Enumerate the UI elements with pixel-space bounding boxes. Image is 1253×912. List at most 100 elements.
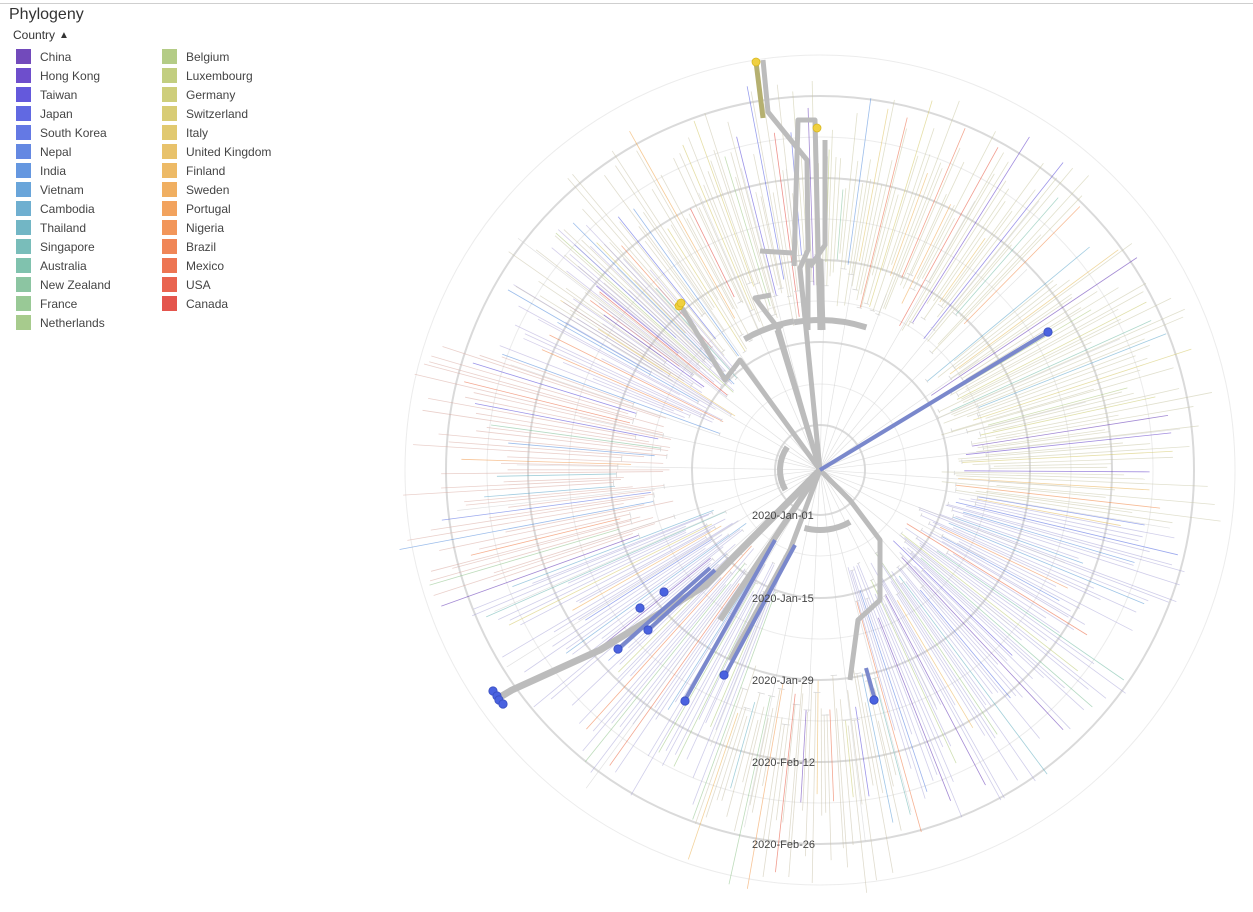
faded-branch bbox=[957, 443, 1151, 460]
faded-branch bbox=[943, 344, 1150, 424]
legend-item[interactable]: India bbox=[16, 161, 111, 180]
faded-connector bbox=[909, 320, 915, 325]
phylogeny-tree[interactable]: 2020-Jan-01 2020-Jan-15 2020-Jan-29 2020-Fe… bbox=[380, 40, 1253, 900]
faded-branch bbox=[473, 392, 664, 436]
faded-connector bbox=[854, 672, 862, 675]
legend-item[interactable]: United Kingdom bbox=[162, 142, 271, 161]
faded-branch bbox=[847, 98, 872, 265]
faded-spoke bbox=[823, 359, 979, 468]
legend-item[interactable]: Luxembourg bbox=[162, 66, 271, 85]
selected-branch bbox=[760, 59, 823, 471]
faded-branch bbox=[728, 695, 771, 885]
time-ring bbox=[691, 341, 949, 599]
faded-branch bbox=[586, 545, 752, 730]
faded-branch bbox=[441, 534, 640, 607]
selected-branch bbox=[777, 445, 790, 492]
faded-branch bbox=[633, 208, 739, 357]
faded-branch bbox=[885, 594, 986, 786]
legend-item[interactable]: Switzerland bbox=[162, 104, 271, 123]
legend-item[interactable]: Mexico bbox=[162, 256, 271, 275]
legend-item[interactable]: Germany bbox=[162, 85, 271, 104]
faded-branch bbox=[993, 463, 1112, 467]
legend-item[interactable]: Finland bbox=[162, 161, 271, 180]
faded-connector bbox=[920, 527, 923, 532]
faded-spoke bbox=[808, 474, 821, 713]
faded-branch bbox=[946, 552, 1047, 619]
faded-branch bbox=[710, 160, 764, 310]
legend-item[interactable]: Belgium bbox=[162, 47, 271, 66]
legend-item[interactable]: South Korea bbox=[16, 123, 111, 142]
faded-connector bbox=[739, 333, 744, 337]
faded-branch bbox=[904, 541, 1022, 641]
faded-branch bbox=[590, 245, 733, 385]
faded-branch bbox=[576, 318, 732, 416]
legend-item[interactable]: New Zealand bbox=[16, 275, 111, 294]
legend-item[interactable]: Hong Kong bbox=[16, 66, 111, 85]
legend-toggle[interactable]: Country ▲ bbox=[13, 28, 69, 42]
faded-branch bbox=[486, 427, 669, 452]
faded-branch bbox=[518, 305, 708, 409]
legend-item[interactable]: China bbox=[16, 47, 111, 66]
faded-connector bbox=[906, 272, 914, 277]
faded-branch bbox=[507, 456, 664, 464]
faded-branch bbox=[951, 316, 1184, 416]
faded-connector bbox=[979, 431, 982, 437]
faded-connector bbox=[632, 417, 635, 425]
faded-branch bbox=[883, 162, 942, 309]
faded-connector bbox=[719, 384, 724, 388]
faded-connector bbox=[743, 706, 751, 710]
faded-branch bbox=[844, 160, 859, 270]
legend-item[interactable]: Canada bbox=[162, 294, 271, 313]
faded-branch bbox=[961, 318, 1121, 400]
legend-item[interactable]: Vietnam bbox=[16, 180, 111, 199]
legend-item[interactable]: Portugal bbox=[162, 199, 271, 218]
legend-item[interactable]: Sweden bbox=[162, 180, 271, 199]
faded-branch bbox=[952, 516, 1084, 564]
legend-item[interactable]: Nigeria bbox=[162, 218, 271, 237]
faded-connector bbox=[720, 418, 723, 423]
faded-connector bbox=[976, 412, 980, 418]
faded-branch bbox=[977, 392, 1213, 440]
faded-branch bbox=[940, 210, 1013, 307]
legend-item[interactable]: Thailand bbox=[16, 218, 111, 237]
faded-connector bbox=[702, 357, 707, 362]
faded-branch bbox=[911, 552, 1085, 711]
faded-spoke bbox=[562, 471, 816, 552]
legend-item[interactable]: France bbox=[16, 294, 111, 313]
legend-item[interactable]: Italy bbox=[162, 123, 271, 142]
faded-branch bbox=[914, 565, 1008, 661]
faded-branch bbox=[995, 414, 1119, 439]
faded-branch bbox=[464, 486, 633, 503]
legend-swatch bbox=[162, 144, 177, 159]
legend-item[interactable]: Japan bbox=[16, 104, 111, 123]
faded-branch bbox=[876, 590, 952, 747]
faded-branch bbox=[855, 99, 895, 290]
faded-branch bbox=[877, 720, 894, 787]
faded-branch bbox=[986, 490, 1221, 522]
faded-branch bbox=[782, 704, 796, 823]
legend-item[interactable]: Netherlands bbox=[16, 313, 111, 332]
legend-item[interactable]: Cambodia bbox=[16, 199, 111, 218]
faded-branch bbox=[433, 523, 656, 596]
faded-branch bbox=[472, 525, 687, 617]
legend-item[interactable]: Nepal bbox=[16, 142, 111, 161]
faded-branch bbox=[919, 509, 1149, 602]
faded-connector bbox=[729, 571, 734, 575]
legend-item[interactable]: Brazil bbox=[162, 237, 271, 256]
legend-item[interactable]: Singapore bbox=[16, 237, 111, 256]
legend-item[interactable]: Australia bbox=[16, 256, 111, 275]
faded-branch bbox=[856, 600, 922, 833]
faded-branch bbox=[649, 269, 737, 372]
legend-item-label: Mexico bbox=[186, 258, 225, 273]
faded-branch bbox=[572, 174, 725, 356]
legend-item-label: Hong Kong bbox=[40, 68, 101, 83]
faded-branch bbox=[985, 369, 1141, 419]
legend-item[interactable]: USA bbox=[162, 275, 271, 294]
faded-branch bbox=[920, 557, 1093, 708]
faded-branch bbox=[566, 270, 728, 398]
faded-branch bbox=[851, 159, 871, 275]
legend-item-label: Australia bbox=[40, 258, 87, 273]
faded-branch bbox=[751, 707, 774, 813]
faded-branch bbox=[958, 477, 1150, 491]
legend-item[interactable]: Taiwan bbox=[16, 85, 111, 104]
